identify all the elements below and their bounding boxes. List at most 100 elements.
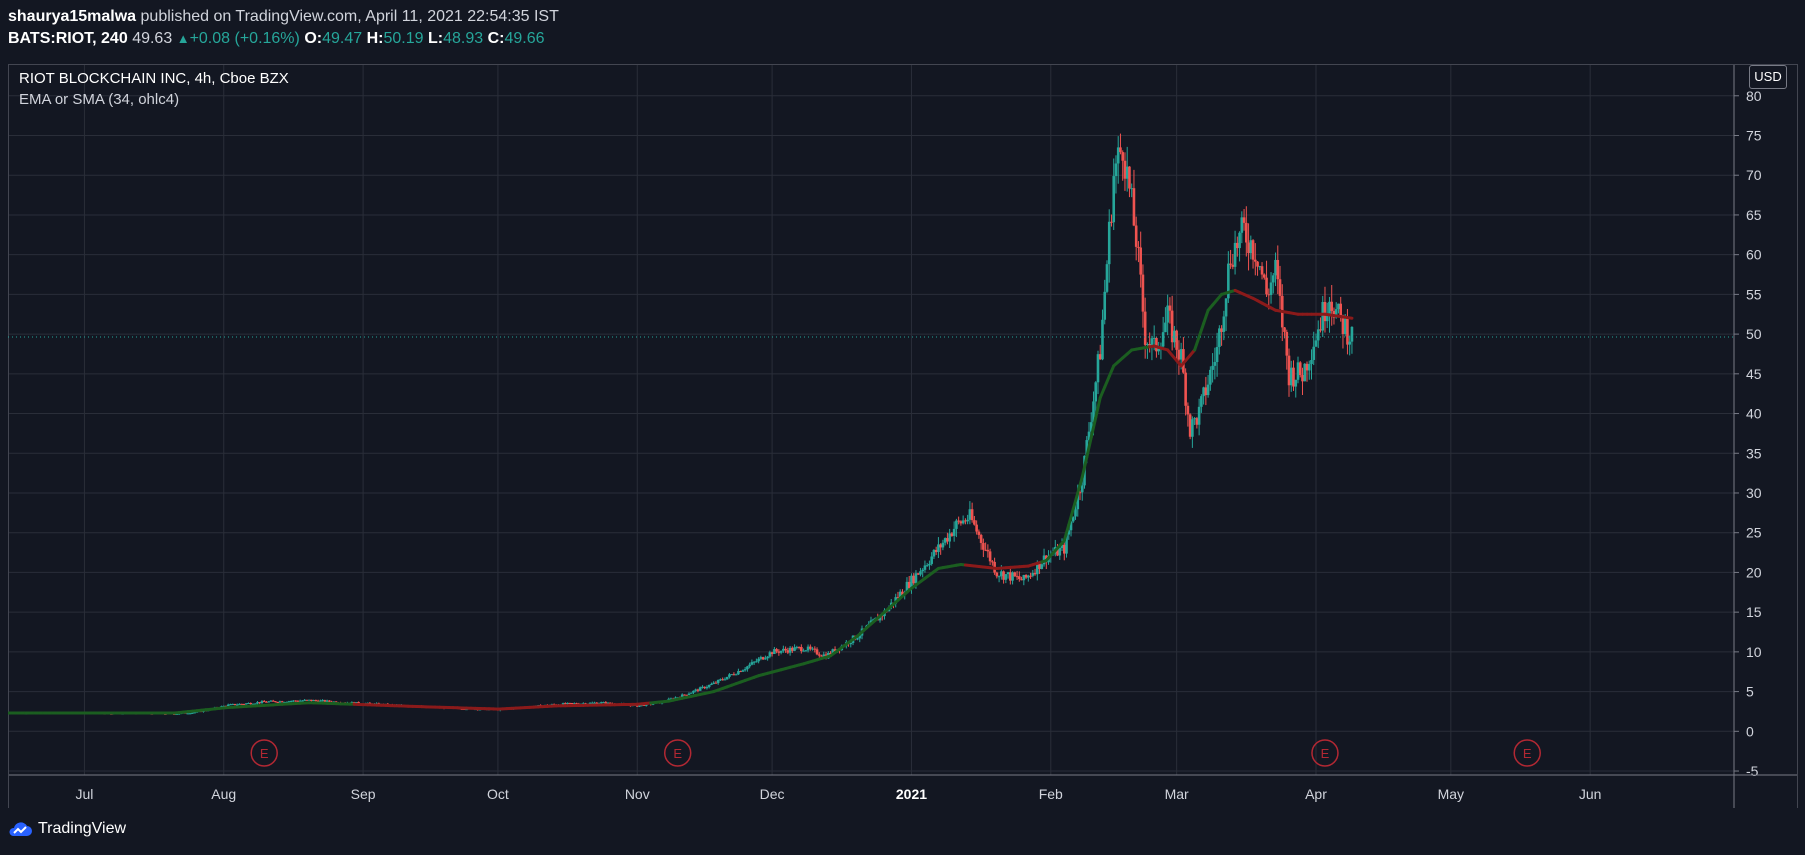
candle-body xyxy=(573,703,576,705)
candle-body xyxy=(280,701,284,703)
candle-body xyxy=(932,549,936,557)
candle-body xyxy=(1274,259,1277,276)
candle-body xyxy=(689,692,693,694)
candle-body xyxy=(896,597,900,599)
candle-body xyxy=(600,702,603,704)
candle-body xyxy=(685,694,689,696)
candle-body xyxy=(910,575,913,589)
candle-body xyxy=(752,661,756,663)
last-price: 49.63 xyxy=(132,30,173,47)
candle-body xyxy=(694,689,698,691)
candle-body xyxy=(1015,576,1019,578)
candle-body xyxy=(1076,492,1080,510)
candle-body xyxy=(1173,330,1176,343)
candle-body xyxy=(797,646,801,648)
candle-body xyxy=(1170,310,1174,343)
candlestick-chart[interactable]: -5 0 5 10 15 20 25 30 35 40 45 50 55 60 65 70 75 80 Jul Aug… xyxy=(6,55,1798,812)
candle-body xyxy=(1036,562,1039,575)
candle-body xyxy=(1152,337,1156,339)
candle-body xyxy=(298,700,302,702)
ma-segment xyxy=(1103,374,1111,389)
candle-body xyxy=(1314,340,1318,347)
y-tick-label: 75 xyxy=(1746,127,1762,143)
candle-body xyxy=(1103,291,1107,320)
candle-body xyxy=(1305,363,1309,371)
chart-title: RIOT BLOCKCHAIN INC, 4h, Cboe BZX xyxy=(19,70,289,87)
chart-area[interactable]: -5 0 5 10 15 20 25 30 35 40 45 50 55 60 65 70 75 80 Jul Aug… xyxy=(6,55,1798,812)
brand-name: TradingView xyxy=(38,820,127,837)
x-tick-label: Oct xyxy=(487,786,509,802)
candle-body xyxy=(705,686,709,689)
y-tick-label: 0 xyxy=(1746,723,1754,739)
candle-body xyxy=(683,694,686,696)
candle-body xyxy=(968,509,972,520)
candle-body xyxy=(692,690,695,693)
candle-body xyxy=(829,652,832,655)
candle-body xyxy=(669,698,673,700)
candle-body xyxy=(793,647,796,651)
candle-body xyxy=(1038,562,1041,569)
earnings-label: E xyxy=(260,746,269,761)
indicator-label[interactable]: EMA or SMA (34, ohlc4) xyxy=(19,91,180,108)
earnings-marker xyxy=(663,739,692,767)
candle-body xyxy=(314,700,318,702)
candle-body xyxy=(1009,572,1012,581)
candle-body xyxy=(1029,575,1032,577)
symbol-label[interactable]: BATS:RIOT, 240 xyxy=(8,30,128,47)
candle-body xyxy=(1161,332,1165,347)
candle-body xyxy=(831,649,835,655)
y-tick-label: 50 xyxy=(1746,326,1762,342)
candle-body xyxy=(1222,316,1226,332)
candle-body xyxy=(1164,322,1167,333)
publisher-name[interactable]: shaurya15malwa xyxy=(8,8,137,25)
candle-body xyxy=(283,701,286,703)
plot-background xyxy=(8,64,1798,808)
candle-body xyxy=(258,702,262,704)
ma-segment xyxy=(1076,475,1084,495)
candle-body xyxy=(1157,348,1160,352)
currency-button[interactable]: USD xyxy=(1749,65,1787,89)
candle-body xyxy=(604,702,608,704)
candle-body xyxy=(1202,387,1205,397)
candle-body xyxy=(229,704,232,706)
price-axis-bg xyxy=(1734,64,1798,775)
candle-body xyxy=(177,713,181,715)
candle-body xyxy=(240,703,244,705)
candle-body xyxy=(1224,298,1228,317)
candle-body xyxy=(1218,328,1221,348)
candle-body xyxy=(1024,574,1028,578)
candle-body xyxy=(1179,349,1183,360)
candle-body xyxy=(1092,401,1095,423)
candle-body xyxy=(1062,544,1066,554)
candle-body xyxy=(955,520,958,529)
candle-body xyxy=(766,656,769,659)
candle-body xyxy=(267,701,270,703)
candle-body xyxy=(1188,414,1192,437)
ma-line-group xyxy=(6,288,1354,715)
candle-body xyxy=(651,703,655,705)
candle-body xyxy=(292,700,295,702)
candle-body xyxy=(1312,346,1316,360)
candle-body xyxy=(719,679,722,681)
candle-body xyxy=(271,700,275,702)
price-change: +0.08 (+0.16%) xyxy=(189,30,300,47)
tradingview-logo[interactable]: TradingView xyxy=(8,820,126,838)
candle-body xyxy=(948,533,951,542)
candle-body xyxy=(642,704,646,706)
candle-body xyxy=(582,703,585,705)
candle-body xyxy=(1087,431,1091,441)
candle-body xyxy=(919,571,922,575)
candle-body xyxy=(1105,264,1109,292)
candle-body xyxy=(638,705,641,707)
candle-body xyxy=(465,709,468,711)
ma-segment xyxy=(1098,385,1107,400)
candle-body xyxy=(307,699,311,701)
candle-body xyxy=(728,674,731,677)
candle-body xyxy=(1193,418,1196,420)
candle-body xyxy=(262,701,266,703)
candle-body xyxy=(1166,305,1169,323)
candle-body xyxy=(564,703,567,705)
candle-body xyxy=(988,551,992,562)
candle-body xyxy=(970,509,974,521)
candle-body xyxy=(1213,362,1217,366)
